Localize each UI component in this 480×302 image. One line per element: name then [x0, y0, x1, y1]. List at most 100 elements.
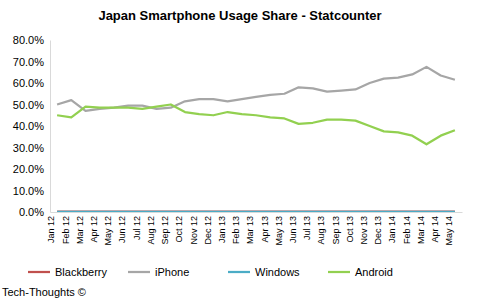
x-tick-label: Mar 13	[245, 216, 255, 244]
x-tick-label: Mar 12	[75, 216, 85, 244]
series-line	[57, 105, 455, 145]
x-tick: Jan 12	[46, 212, 57, 243]
legend-swatch	[228, 271, 250, 273]
x-tick: May 14	[444, 212, 455, 246]
x-tick: Oct 13	[345, 212, 356, 243]
x-tick-label: May 13	[274, 216, 284, 246]
legend-label: Blackberry	[55, 266, 107, 278]
legend-label: Windows	[255, 266, 300, 278]
x-tick: Dec 13	[373, 212, 384, 245]
x-tick: Jan 13	[217, 212, 228, 243]
y-axis-line	[50, 41, 51, 213]
title: Japan Smartphone Usage Share - Statcount…	[98, 8, 381, 23]
x-tick-label: May 14	[444, 216, 454, 246]
y-tick-label: 20.0%	[13, 163, 44, 175]
x-tick-label: Apr 13	[260, 216, 270, 243]
x-tick: Nov 13	[359, 212, 370, 245]
x-tick-label: Jun 12	[117, 216, 127, 243]
x-tick-label: Feb 12	[61, 216, 71, 244]
x-tick: May 12	[103, 212, 114, 246]
y-tick: 30.0%	[13, 142, 50, 154]
series-group	[57, 67, 455, 212]
series-line	[57, 67, 455, 111]
x-tick-label: Jan 13	[217, 216, 227, 243]
x-tick-label: Jan 14	[387, 216, 397, 243]
x-tick: Sep 13	[331, 212, 342, 245]
x-tick-label: Nov 13	[359, 216, 369, 245]
x-tick-label: Sep 12	[160, 216, 170, 245]
x-tick: Mar 13	[245, 212, 256, 244]
x-tick: Feb 13	[231, 212, 242, 244]
legend-swatch	[28, 271, 50, 273]
x-tick: Feb 12	[61, 212, 72, 244]
y-tick-label: 60.0%	[13, 77, 44, 89]
x-tick-label: Apr 12	[89, 216, 99, 243]
y-tick-label: 30.0%	[13, 142, 44, 154]
legend-item: iPhone	[128, 266, 189, 278]
x-tick: Nov 12	[189, 212, 200, 245]
x-tick: Oct 12	[174, 212, 185, 243]
y-tick-label: 40.0%	[13, 120, 44, 132]
chart: Japan Smartphone Usage Share - Statcount…	[0, 0, 480, 302]
x-tick: Jul 12	[132, 212, 143, 240]
y-axis: 0.0% 10.0% 20.0% 30.0% 40.0% 50.0% 60.0% 70.0% 8…	[13, 34, 51, 218]
y-tick: 50.0%	[13, 99, 50, 111]
y-tick: 0.0%	[19, 206, 50, 218]
x-tick: Dec 12	[203, 212, 214, 245]
y-tick-label: 80.0%	[13, 34, 44, 46]
x-tick-label: Jul 13	[302, 216, 312, 240]
footer: Tech-Thoughts ©	[2, 286, 86, 298]
legend-label: iPhone	[155, 266, 189, 278]
x-tick: Apr 12	[89, 212, 100, 243]
x-tick-label: Jul 12	[132, 216, 142, 240]
y-tick-label: 50.0%	[13, 99, 44, 111]
x-tick-label: Apr 14	[430, 216, 440, 243]
legend-swatch	[128, 271, 150, 273]
x-tick: Apr 13	[260, 212, 271, 243]
x-tick: Jun 13	[288, 212, 299, 243]
x-tick-label: Feb 14	[402, 216, 412, 244]
series-line	[57, 211, 455, 212]
x-tick: Jul 13	[302, 212, 313, 240]
x-tick-label: Dec 12	[203, 216, 213, 245]
x-tick: Jun 12	[117, 212, 128, 243]
y-tick: 60.0%	[13, 77, 50, 89]
x-tick-label: Dec 13	[373, 216, 383, 245]
legend: Blackberry iPhone Windows Android	[28, 266, 393, 278]
y-tick: 20.0%	[13, 163, 50, 175]
x-tick-label: May 12	[103, 216, 113, 246]
x-tick: Jan 14	[387, 212, 398, 243]
y-tick-label: 70.0%	[13, 56, 44, 68]
series-line	[57, 210, 455, 212]
legend-swatch	[328, 271, 350, 273]
y-tick-label: 0.0%	[19, 206, 44, 218]
x-tick: Mar 14	[416, 212, 427, 244]
x-tick-label: Oct 12	[174, 216, 184, 243]
x-tick-label: Nov 12	[189, 216, 199, 245]
y-tick: 70.0%	[13, 56, 50, 68]
y-tick: 10.0%	[13, 185, 50, 197]
x-tick-label: Aug 12	[146, 216, 156, 245]
x-tick-label: Sep 13	[331, 216, 341, 245]
legend-label: Android	[355, 266, 393, 278]
legend-item: Blackberry	[28, 266, 107, 278]
plot: 0.0% 10.0% 20.0% 30.0% 40.0% 50.0% 60.0% 70.0% 8…	[13, 34, 463, 245]
x-tick-label: Mar 14	[416, 216, 426, 244]
x-axis-line	[51, 212, 463, 213]
y-tick-label: 10.0%	[13, 185, 44, 197]
x-tick-label: Feb 13	[231, 216, 241, 244]
legend-item: Android	[328, 266, 393, 278]
legend-item: Windows	[228, 266, 300, 278]
x-tick-label: Oct 13	[345, 216, 355, 243]
y-tick: 80.0%	[13, 34, 50, 46]
x-tick: Apr 14	[430, 212, 441, 243]
x-axis: Jan 12 Feb 12 Mar 12 Apr 12 May 12 Jun 12 Jul …	[46, 212, 462, 246]
x-tick: Feb 14	[402, 212, 413, 244]
x-tick: Aug 12	[146, 212, 157, 245]
x-tick: May 13	[274, 212, 285, 246]
x-tick: Mar 12	[75, 212, 86, 244]
x-tick-label: Aug 13	[316, 216, 326, 245]
x-tick: Aug 13	[316, 212, 327, 245]
x-tick-label: Jun 13	[288, 216, 298, 243]
y-tick: 40.0%	[13, 120, 50, 132]
